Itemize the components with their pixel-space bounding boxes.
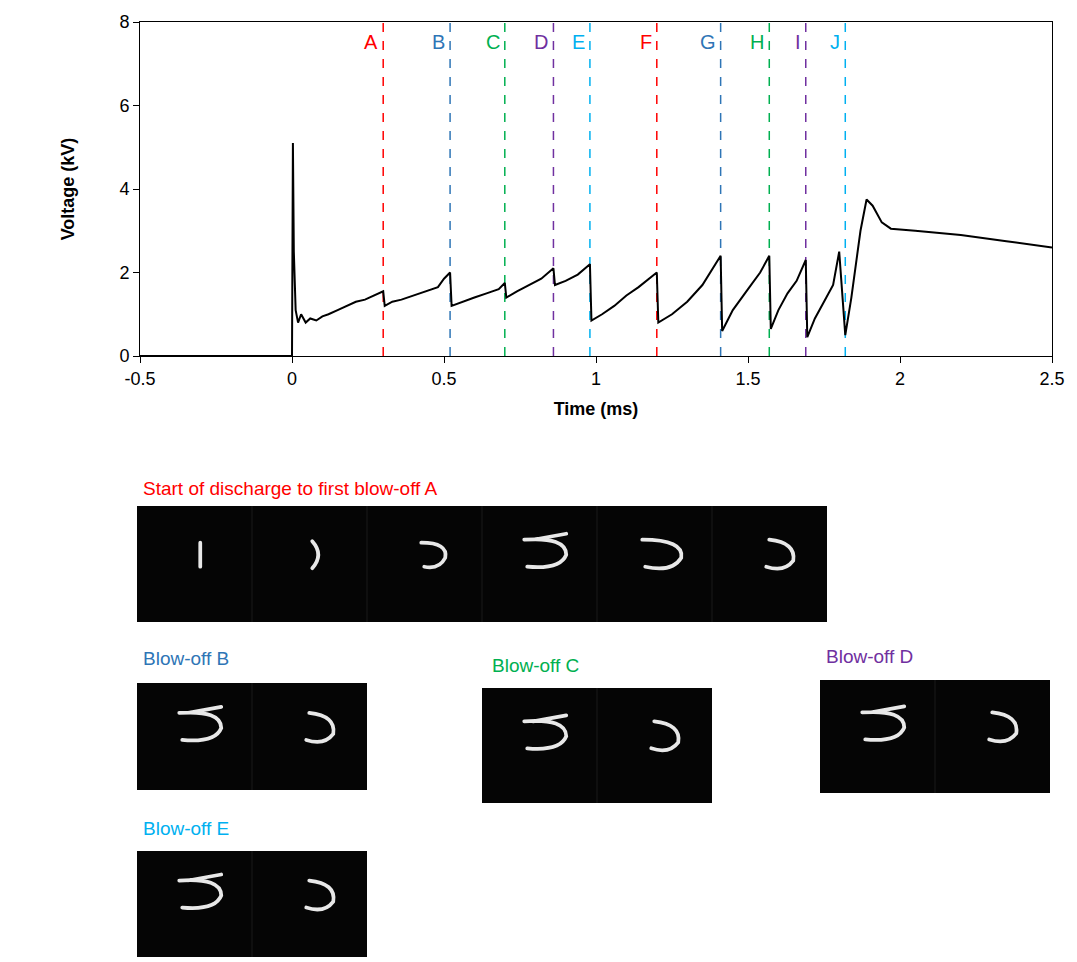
svg-text:Time (ms): Time (ms) [554, 399, 639, 419]
html-text:Blow-off D: Blow-off D [826, 646, 914, 667]
svg-text:Voltage (kV): Voltage (kV) [58, 138, 78, 241]
svg-text:A: A [364, 31, 378, 53]
svg-text:1.5: 1.5 [735, 369, 760, 389]
html-text:Blow-off E: Blow-off E [143, 818, 230, 839]
svg-text:2.5: 2.5 [1039, 369, 1064, 389]
svg-text:C: C [486, 31, 500, 53]
svg-text:4: 4 [119, 179, 129, 199]
svg-text:6: 6 [119, 96, 129, 116]
html-text:Blow-off C: Blow-off C [492, 655, 580, 676]
svg-text:0.5: 0.5 [431, 369, 456, 389]
svg-text:0: 0 [287, 369, 297, 389]
svg-text:G: G [700, 31, 716, 53]
svg-text:8: 8 [119, 12, 129, 32]
html-text:Start of discharge to first bl: Start of discharge to first blow-off A [143, 478, 438, 499]
svg-text:E: E [572, 31, 585, 53]
svg-text:D: D [534, 31, 548, 53]
svg-text:0: 0 [119, 346, 129, 366]
svg-text:I: I [795, 31, 801, 53]
svg-text:-0.5: -0.5 [124, 369, 155, 389]
html-text:Blow-off B: Blow-off B [143, 648, 230, 669]
svg-text:1: 1 [591, 369, 601, 389]
svg-text:H: H [750, 31, 764, 53]
svg-text:2: 2 [895, 369, 905, 389]
svg-text:2: 2 [119, 263, 129, 283]
svg-text:J: J [830, 31, 840, 53]
svg-text:F: F [640, 31, 652, 53]
svg-text:B: B [432, 31, 445, 53]
